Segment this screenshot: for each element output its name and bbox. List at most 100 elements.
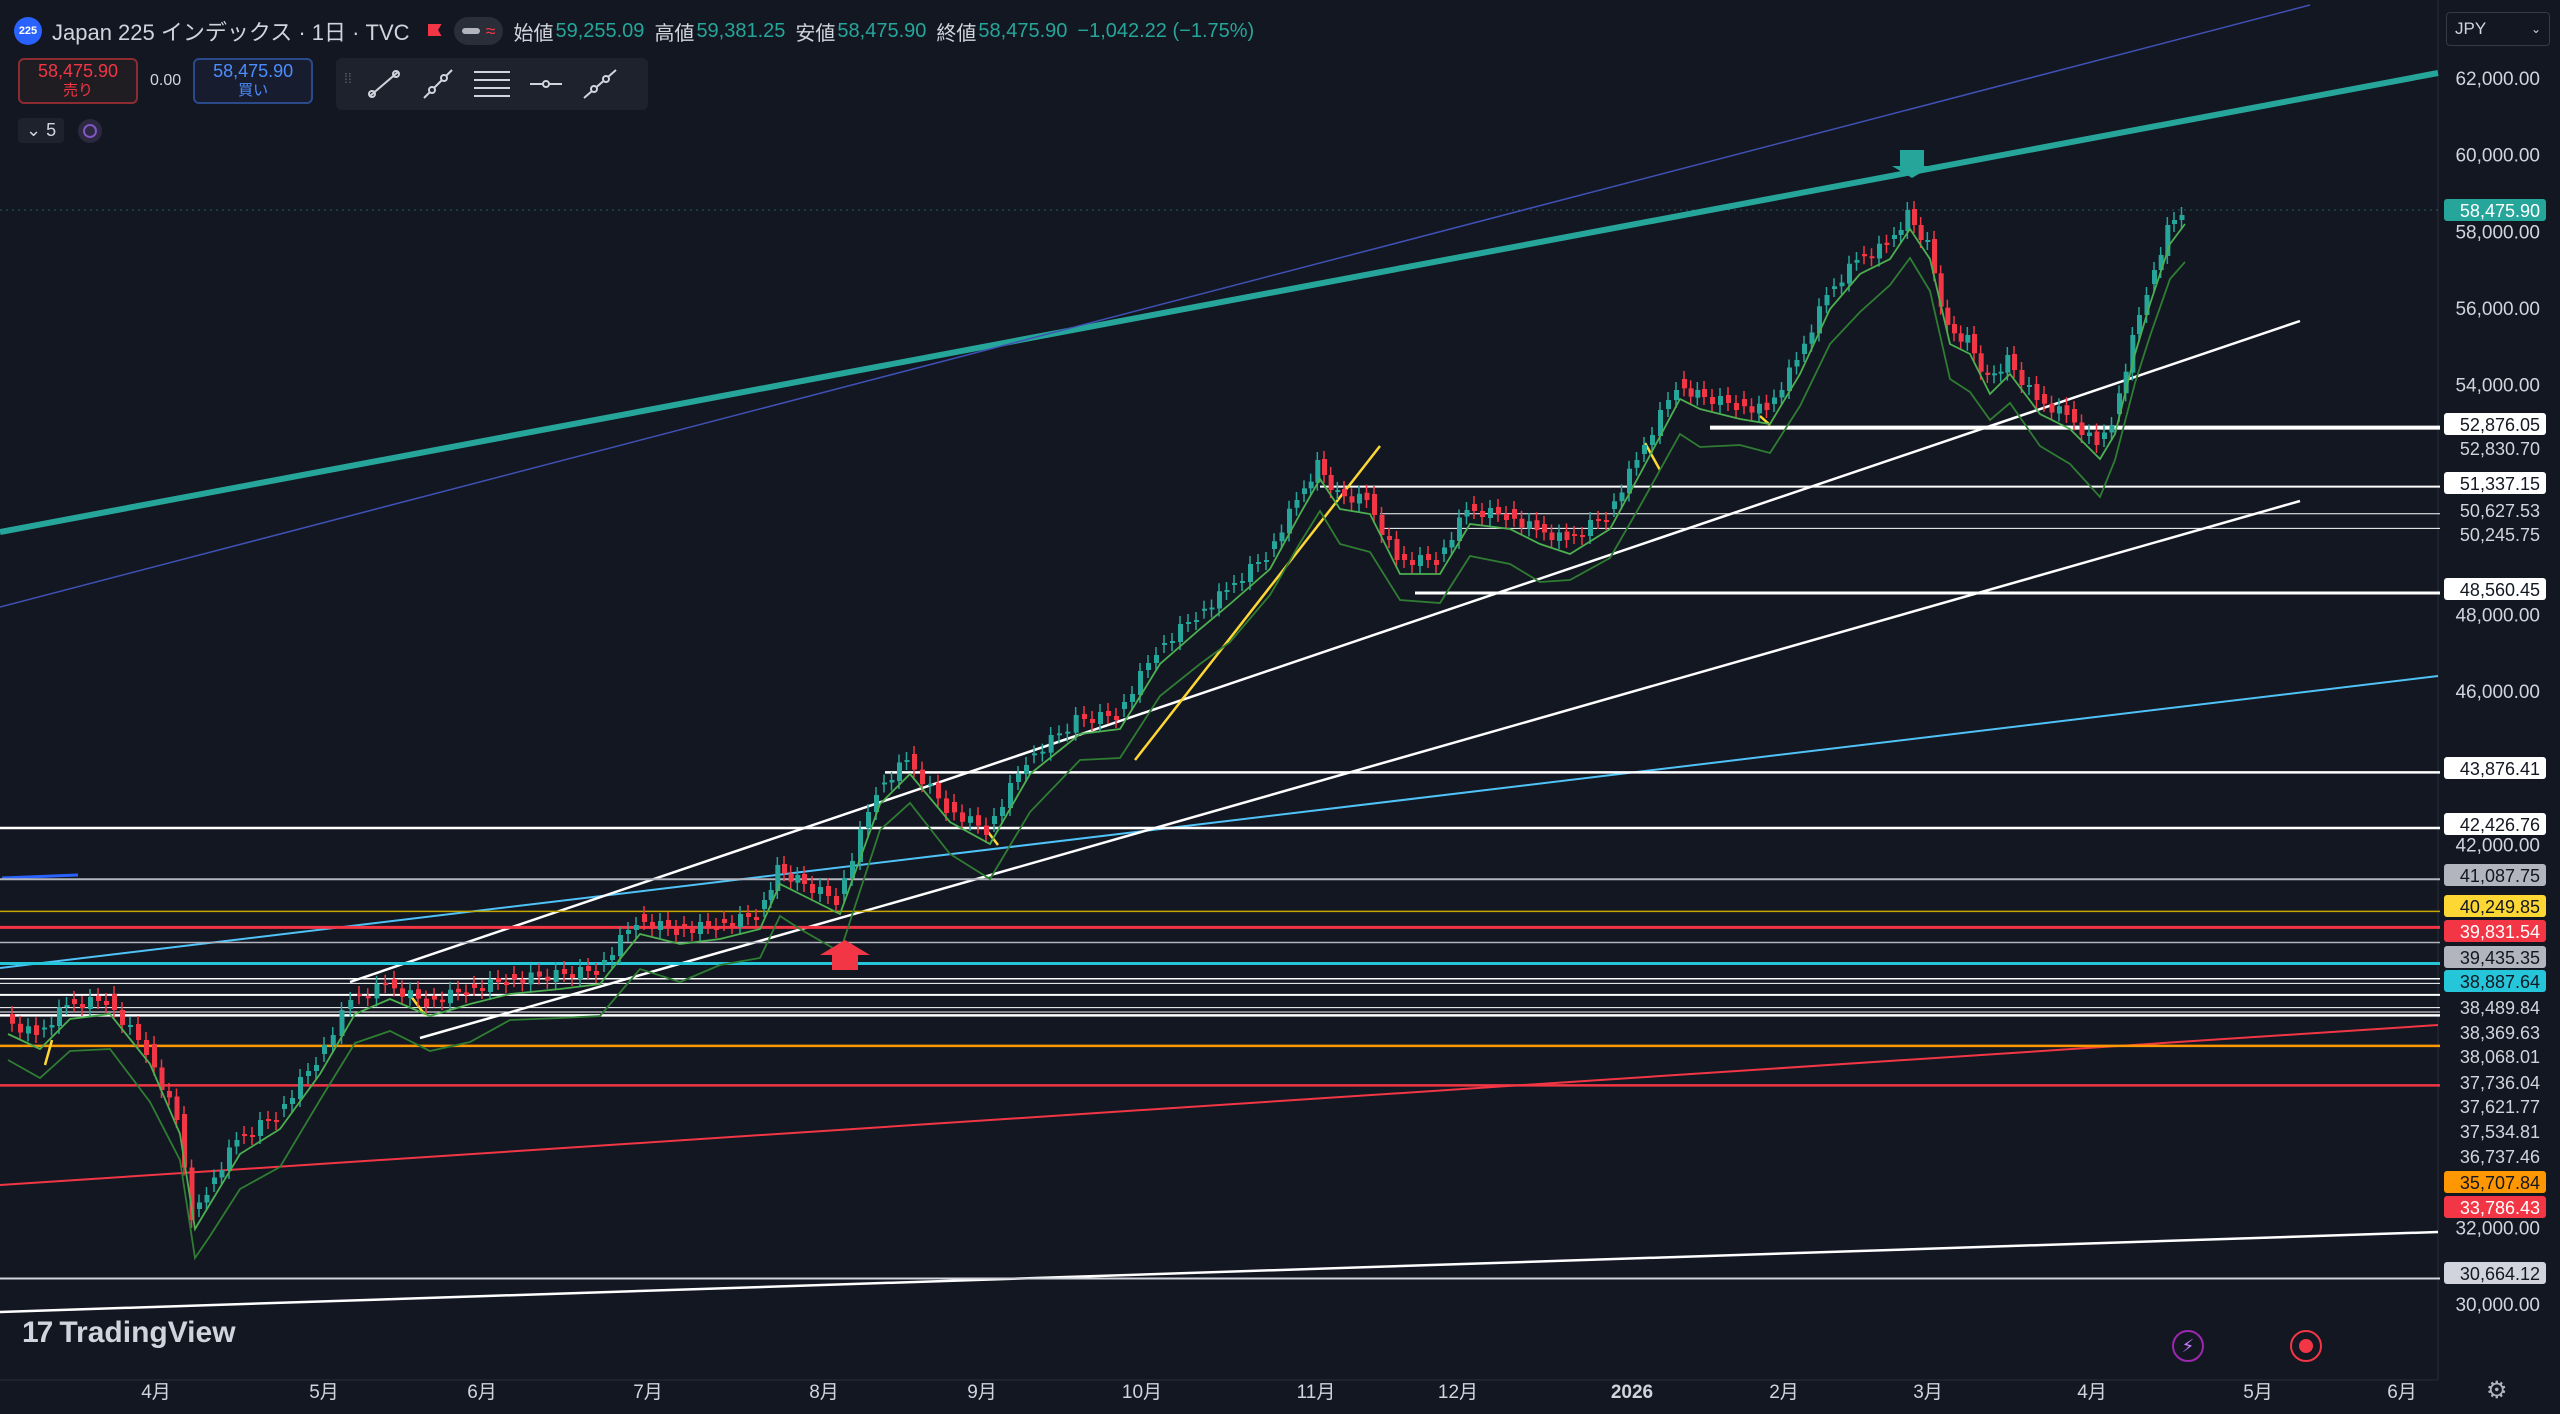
candle-body bbox=[1279, 532, 1285, 542]
buy-button[interactable]: 58,475.90 買い bbox=[193, 58, 314, 104]
price-label: 52,876.05 bbox=[2460, 415, 2540, 435]
price-label-box bbox=[2444, 1021, 2546, 1043]
visibility-toggle[interactable]: ≈ bbox=[453, 17, 504, 45]
candle-body bbox=[18, 1023, 23, 1033]
symbol-title[interactable]: Japan 225 インデックス · 1日 · TVC bbox=[52, 20, 410, 45]
time-axis-label: 6月 bbox=[2387, 1382, 2417, 1403]
candle-body bbox=[1542, 524, 1547, 533]
extended-line-icon[interactable] bbox=[576, 62, 624, 106]
candle-body bbox=[1122, 702, 1127, 709]
candle-body bbox=[322, 1045, 327, 1054]
candle-body bbox=[1869, 256, 1875, 259]
flag-icon[interactable] bbox=[426, 22, 444, 40]
candle-body bbox=[1972, 334, 1977, 354]
price-label: 50,245.75 bbox=[2460, 525, 2540, 545]
candle-body bbox=[2179, 215, 2185, 220]
candle-body bbox=[314, 1065, 319, 1071]
sell-button[interactable]: 58,475.90 売り bbox=[18, 58, 138, 104]
candle-body bbox=[897, 762, 902, 781]
indicators-toggle[interactable]: ⌄ 5 bbox=[18, 118, 65, 143]
candle-body bbox=[2027, 385, 2032, 387]
candle-body bbox=[788, 873, 794, 882]
candle-body bbox=[1627, 468, 1632, 494]
candle-body bbox=[1688, 388, 1694, 397]
candle-body bbox=[1426, 554, 1431, 560]
open-label: 始値 bbox=[513, 22, 554, 45]
drag-handle-icon[interactable]: ⁞⁞ bbox=[344, 70, 352, 86]
candle-body bbox=[472, 984, 477, 988]
candle-body bbox=[2012, 354, 2017, 370]
candle-body bbox=[1057, 733, 1062, 736]
candle-body bbox=[2130, 335, 2136, 373]
fib-retracement-icon[interactable] bbox=[468, 62, 516, 106]
price-axis-tick: 32,000.00 bbox=[2455, 1218, 2540, 1239]
candle-body bbox=[512, 974, 517, 980]
price-label-box bbox=[2444, 920, 2546, 942]
candle-body bbox=[2152, 270, 2157, 284]
price-label: 37,534.81 bbox=[2460, 1122, 2540, 1142]
price-label-box bbox=[2444, 946, 2546, 968]
down-arrow-marker bbox=[1892, 150, 1932, 178]
candle-body bbox=[1932, 239, 1937, 274]
candle-body bbox=[1138, 671, 1143, 695]
tradingview-logo[interactable]: 17 TradingView bbox=[22, 1316, 236, 1350]
settings-gear-icon[interactable]: ⚙ bbox=[2486, 1377, 2508, 1404]
candle-body bbox=[72, 999, 77, 1004]
up-arrow-marker bbox=[820, 940, 870, 970]
candle-body bbox=[1170, 641, 1175, 643]
candle-body bbox=[112, 994, 117, 1010]
eye-icon bbox=[461, 28, 480, 34]
ray-icon[interactable] bbox=[414, 62, 462, 106]
candle-body bbox=[1449, 540, 1455, 548]
candle-body bbox=[1604, 520, 1609, 522]
price-axis-tick: 46,000.00 bbox=[2455, 682, 2540, 703]
candle-body bbox=[258, 1120, 263, 1136]
candle-body bbox=[1090, 719, 1095, 723]
record-icon[interactable] bbox=[2290, 1330, 2322, 1362]
close-label: 終値 bbox=[936, 22, 977, 45]
candle-body bbox=[2137, 315, 2142, 334]
price-label: 38,369.63 bbox=[2460, 1023, 2540, 1043]
candle-body bbox=[1839, 282, 1845, 287]
candle-body bbox=[1130, 694, 1135, 702]
candle-body bbox=[274, 1120, 279, 1122]
price-label-box bbox=[2444, 499, 2546, 521]
candle-body bbox=[642, 914, 647, 922]
candle-body bbox=[762, 900, 767, 909]
candle-body bbox=[1442, 547, 1447, 554]
candle-body bbox=[1410, 560, 1415, 565]
candle-body bbox=[2109, 425, 2115, 433]
lightning-icon[interactable]: ⚡ bbox=[2172, 1330, 2204, 1362]
candle-body bbox=[104, 1001, 109, 1005]
candle-body bbox=[650, 922, 655, 929]
candle-body bbox=[1757, 403, 1762, 414]
candle-body bbox=[1718, 396, 1723, 405]
symbol-badge[interactable]: 225 bbox=[14, 17, 42, 45]
brand-name: TradingView bbox=[59, 1316, 236, 1349]
high-label: 高値 bbox=[654, 22, 695, 45]
candle-body bbox=[795, 875, 801, 883]
candle-body bbox=[1726, 395, 1731, 403]
horizontal-line-icon[interactable] bbox=[522, 62, 570, 106]
price-label-box bbox=[2444, 1120, 2546, 1142]
sell-label: 売り bbox=[62, 82, 93, 99]
trend-line-icon[interactable] bbox=[360, 62, 408, 106]
candle-body bbox=[730, 923, 735, 926]
candle-body bbox=[144, 1040, 149, 1055]
candle-body bbox=[464, 992, 469, 995]
candle-body bbox=[1349, 496, 1355, 503]
bottom-white-trendline bbox=[0, 1230, 2439, 1314]
candle-body bbox=[570, 974, 575, 978]
candle-body bbox=[2087, 432, 2092, 436]
candle-body bbox=[594, 971, 599, 975]
candle-body bbox=[1315, 460, 1321, 483]
candle-body bbox=[1912, 209, 1917, 225]
candle-body bbox=[1194, 620, 1199, 622]
refresh-icon[interactable] bbox=[78, 118, 103, 143]
candle-body bbox=[357, 994, 362, 997]
currency-select[interactable]: JPY ⌄ bbox=[2446, 12, 2550, 46]
candle-body bbox=[2049, 403, 2055, 413]
candle-body bbox=[1162, 643, 1167, 645]
candle-body bbox=[1024, 765, 1029, 774]
